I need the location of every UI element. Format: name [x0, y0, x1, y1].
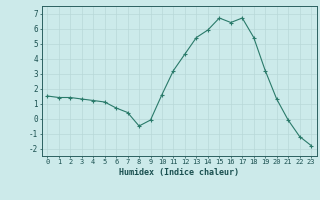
X-axis label: Humidex (Indice chaleur): Humidex (Indice chaleur) — [119, 168, 239, 177]
